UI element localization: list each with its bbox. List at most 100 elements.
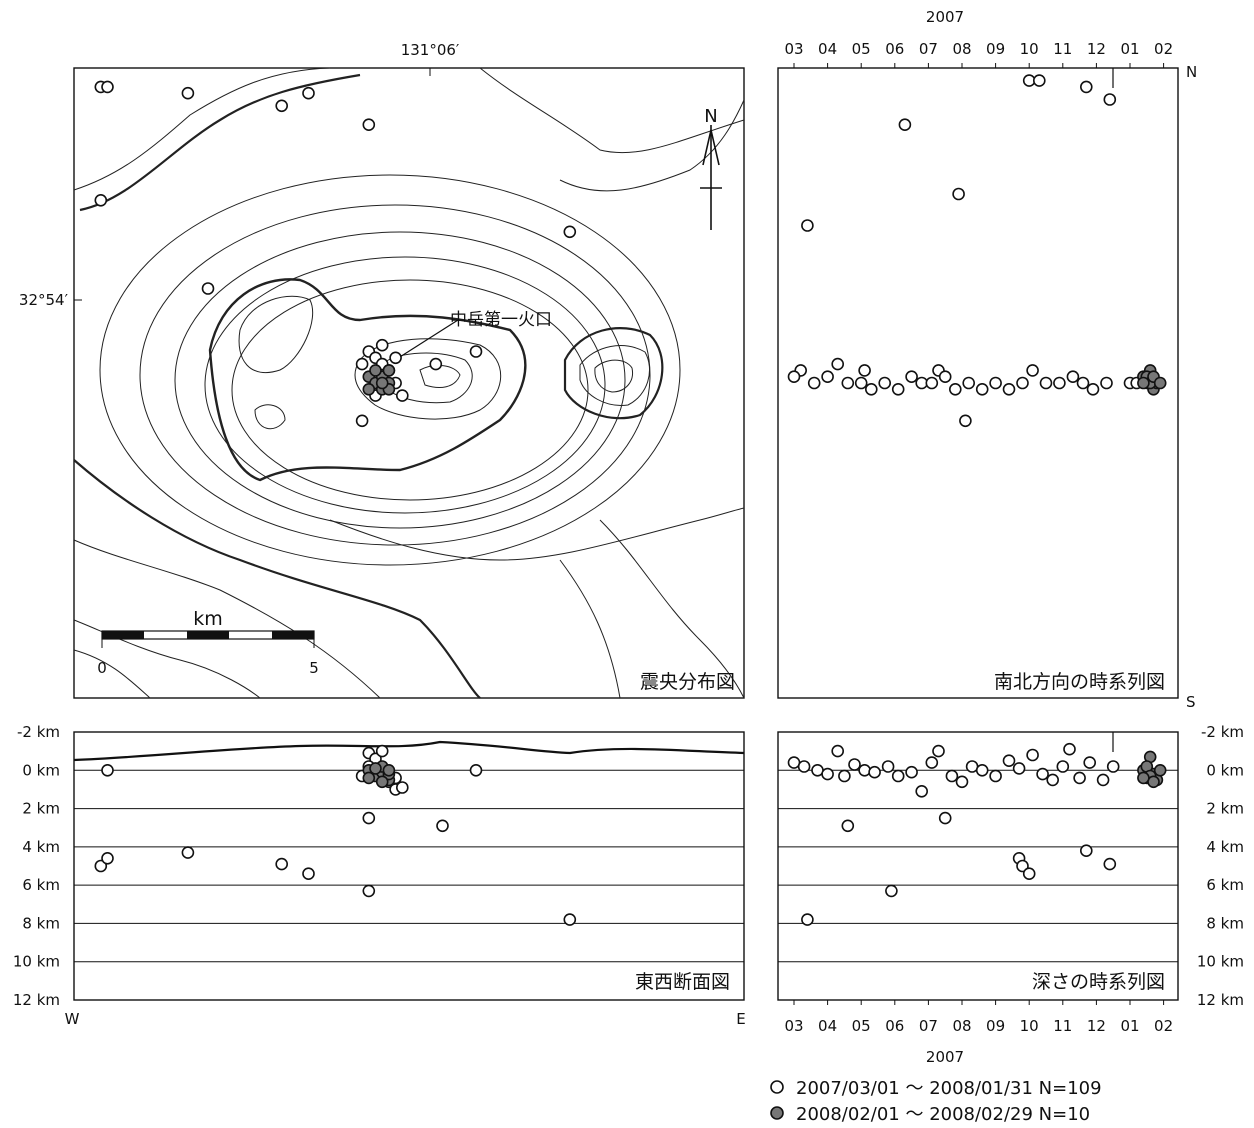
north-arrow-label: N [704,106,717,127]
event-point [962,376,976,390]
event-point [989,769,1002,783]
event-point [925,376,939,390]
event-point [469,763,483,777]
event-point-feb2008 [1137,771,1150,785]
event-point-feb2008 [1137,376,1150,390]
event-point [878,376,892,390]
legend: 2007/03/01 ～ 2008/01/31 N=109 2008/02/01… [770,1078,1102,1125]
month-tick-label: 11 [1053,1017,1072,1035]
depth-time-series-panel: -2 km 0 km 2 km 4 km 6 km 8 km 10 km 12 km 深さの時… [777,723,1244,1009]
map-latitude-label: 32°54′ [19,291,69,309]
event-point [864,382,878,396]
event-point [1016,376,1029,390]
event-point [932,744,945,758]
event-point [1056,760,1070,773]
ns-south-label: S [1186,693,1196,711]
event-point [905,765,918,779]
ew-east-label: E [736,1010,745,1028]
event-point [1033,74,1046,87]
month-tick-label: 09 [986,40,1005,58]
month-tick-label: 12 [1087,40,1106,58]
event-point [181,86,195,100]
month-tick-label: 01 [1120,1017,1139,1035]
month-tick-label: 07 [919,40,938,58]
depth-tick-label: 8 km [22,914,60,932]
ew-depth-tick-labels: -2 km 0 km 2 km 4 km 6 km 8 km 10 km 12 km [13,723,60,1009]
event-point [395,389,409,402]
depth-tick-label: 10 km [1197,953,1244,971]
depth-panel-title: 深さの時系列図 [1032,971,1165,993]
event-point [101,80,114,94]
event-point [975,382,989,396]
depth-tick-label: 4 km [1206,838,1244,856]
event-point [1066,370,1080,384]
event-point [925,756,939,769]
scale-tick-5: 5 [309,659,319,677]
event-point [838,769,851,783]
month-tick-label: 09 [986,1017,1005,1035]
event-point [891,769,905,783]
event-point [563,913,577,926]
depth-tick-label: 0 km [1206,761,1244,779]
ns-north-label: N [1186,63,1197,81]
month-tick-label: 08 [952,40,971,58]
event-point [885,884,898,898]
ns-points [787,74,1167,428]
event-point [989,376,1002,390]
month-tick-label: 02 [1154,40,1173,58]
event-point-feb2008 [1153,376,1167,390]
event-point [436,819,449,833]
event-point [1086,382,1100,396]
month-tick-label: 04 [818,1017,837,1035]
ns-top-month-ticks: 03 04 05 06 07 08 09 10 11 12 01 02 [784,40,1173,68]
event-point [362,118,376,131]
event-point-feb2008 [369,762,382,775]
legend-filled-text: 2008/02/01 ～ 2008/02/29 N=10 [796,1104,1090,1125]
event-point-feb2008 [382,763,396,777]
depth-points [787,742,1167,926]
event-point [854,376,868,390]
crater-label: 中岳第一火口 [450,310,552,330]
event-point [841,819,855,833]
event-point [905,370,918,384]
event-point [1053,376,1066,390]
event-point [1100,376,1113,390]
event-point-feb2008 [382,364,396,377]
month-tick-label: 02 [1154,1017,1173,1035]
depth-tick-label: 4 km [22,838,60,856]
map-longitude-label: 131°06′ [401,41,460,59]
event-point [821,767,834,781]
event-point [1076,376,1090,390]
event-point [831,357,845,371]
ns-frame [777,67,1179,699]
event-point [821,370,834,384]
event-point [841,376,855,390]
event-point [858,763,871,777]
event-point [1002,754,1016,768]
depth-tick-label: 6 km [1206,876,1244,894]
event-point [959,414,972,428]
event-point [1022,867,1036,881]
month-tick-label: 04 [818,40,837,58]
month-tick-label: 06 [885,1017,904,1035]
scale-tick-0: 0 [97,659,107,677]
event-point [858,364,871,377]
event-point [898,118,912,131]
depth-tick-label: 10 km [13,953,60,971]
event-point [201,282,215,295]
depth-tick-labels: -2 km 0 km 2 km 4 km 6 km 8 km 10 km 12 km [1197,723,1244,1009]
north-arrow-icon [700,125,722,230]
event-point [355,414,369,428]
depth-tick-label: 12 km [13,991,60,1009]
depth-tick-label: 8 km [1206,914,1244,932]
topographic-contours [73,67,745,699]
event-point [881,760,895,773]
scale-unit-label: km [193,608,223,630]
event-point [1002,382,1016,396]
event-point [1106,760,1120,773]
event-point [362,884,376,898]
topography-profile [73,740,745,762]
bottom-year-label: 2007 [926,1048,964,1066]
month-tick-label: 03 [784,40,803,58]
